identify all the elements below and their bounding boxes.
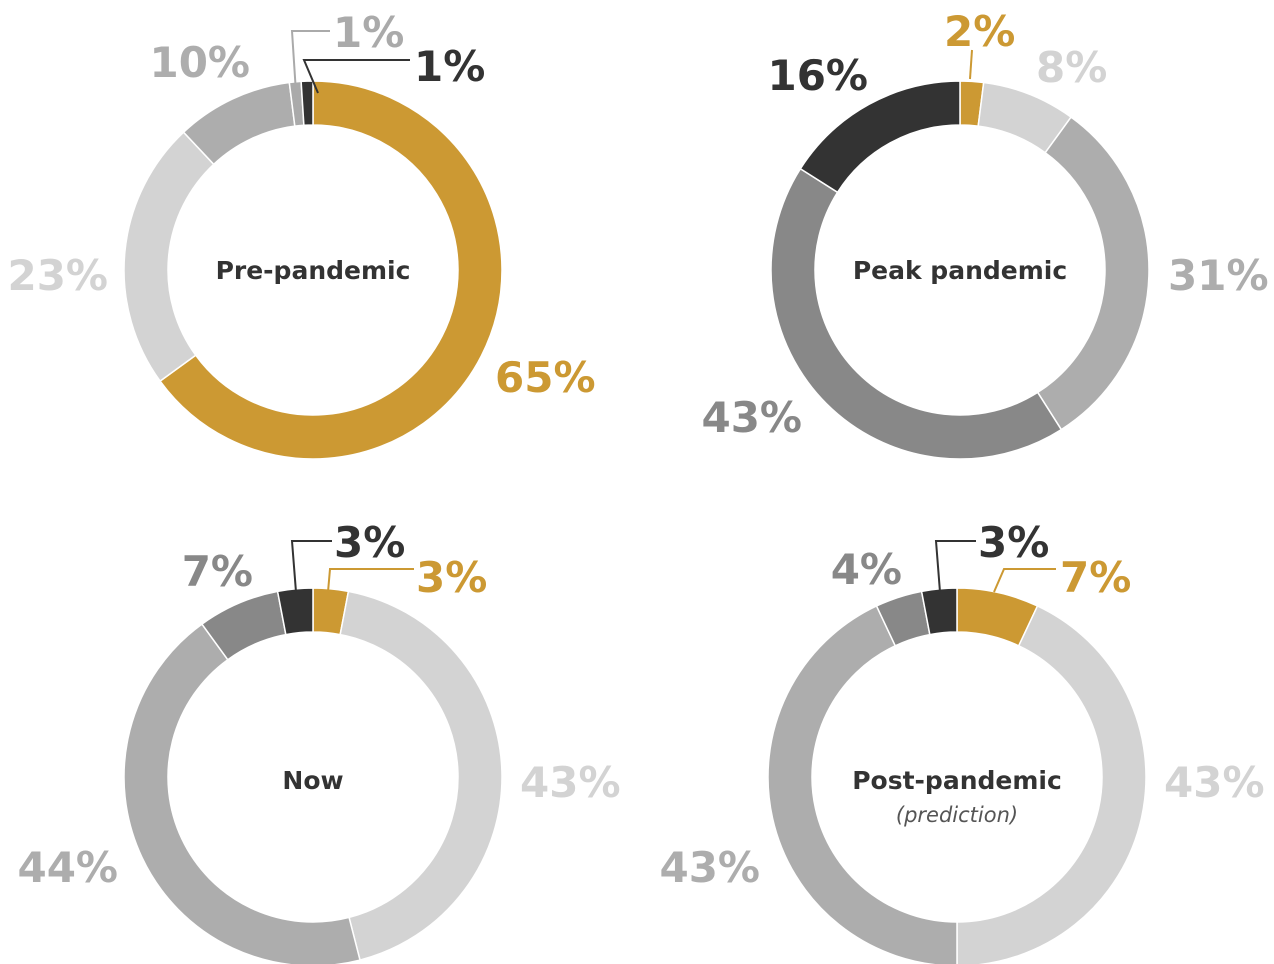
donut-slice [767,604,958,964]
chart-center-title: Peak pandemic [853,256,1067,285]
donut-ring [767,587,1147,964]
donut-slice [123,623,361,964]
slice-label: 43% [1164,758,1265,807]
donut-chart-post-pandemic: Post-pandemic (prediction) 7% 43% 43% 4%… [659,518,1265,964]
label-leader-line [302,59,410,94]
slice-label: 3% [978,518,1049,567]
chart-center-title: Post-pandemic [852,766,1062,795]
donut-slice [920,587,958,636]
donut-slice [770,167,1063,460]
donut-ring [123,587,503,964]
slice-label: 7% [182,547,253,596]
chart-center-subtitle: (prediction) [896,803,1018,827]
slice-label: 43% [520,758,621,807]
donut-slice [300,80,314,127]
donut-chart-now: Now 3% 43% 44% 7% 3% [17,518,621,964]
slice-label: 4% [831,545,902,594]
slice-label: 43% [701,393,802,442]
label-leader-line [969,49,973,80]
donut-chart-peak-pandemic: Peak pandemic 2% 8% 31% 43% 16% [701,7,1269,460]
slice-label: 3% [416,553,487,602]
chart-center-title: Now [282,766,343,795]
slice-label: 3% [334,518,405,567]
label-leader-line [290,540,332,593]
slice-label: 10% [149,38,250,87]
label-leader-line [993,568,1056,593]
donut-slice [799,80,961,194]
chart-center-title: Pre-pandemic [216,256,411,285]
slice-label: 16% [767,51,868,100]
label-leader-line [327,568,414,593]
slice-label: 2% [944,7,1015,56]
donut-ring [123,80,503,460]
slice-label: 7% [1060,553,1131,602]
slice-label: 1% [333,8,404,57]
label-leader-line [934,540,976,593]
slice-label: 23% [7,251,108,300]
slice-label: 1% [414,42,485,91]
donut-ring [770,80,1150,460]
label-leader-line [290,30,330,94]
slice-label: 65% [495,353,596,402]
donut-slice [276,587,314,636]
slice-label: 8% [1036,43,1107,92]
slice-label: 43% [659,843,760,892]
donut-slice [956,604,1147,964]
donut-slice [123,131,215,383]
donut-slice [339,590,503,961]
donut-chart-pre-pandemic: Pre-pandemic 65% 23% 10% 1% 1% [7,8,596,460]
donut-slice [159,80,503,460]
slice-label: 31% [1168,251,1269,300]
slice-label: 44% [17,843,118,892]
